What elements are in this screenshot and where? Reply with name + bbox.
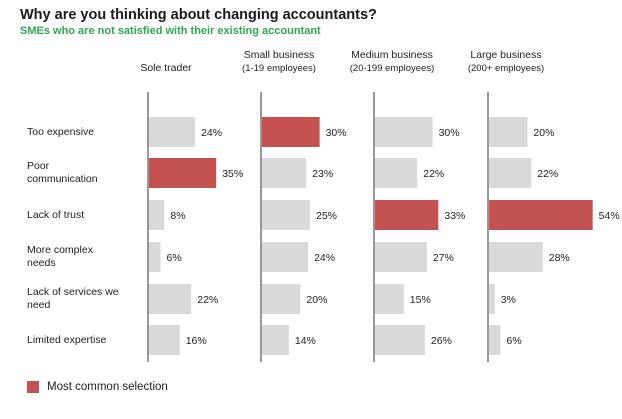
column-header-label: Large business (470, 49, 542, 61)
data-label: 54% (599, 210, 620, 222)
bar (375, 117, 433, 147)
data-label: 16% (186, 335, 207, 347)
row-label: Lack of trust (27, 209, 84, 222)
bar (489, 117, 528, 147)
column-header-sublabel: (1-19 employees) (242, 63, 316, 74)
column-header-label: Sole trader (140, 62, 192, 74)
bar (262, 200, 310, 230)
data-label: 20% (533, 127, 554, 139)
row-label-line: needs (27, 257, 56, 269)
data-label: 27% (433, 252, 454, 264)
bar (149, 325, 180, 355)
legend-label: Most common selection (47, 381, 168, 393)
data-label: 14% (295, 335, 316, 347)
bar (262, 158, 307, 188)
column-header: Large business (200+ employees) (450, 49, 562, 75)
data-label: 25% (316, 210, 337, 222)
bar (489, 325, 501, 355)
chart-title: Why are you thinking about changing acco… (20, 7, 377, 23)
bar (262, 117, 320, 147)
row-label-line: communication (27, 173, 98, 185)
data-label: 23% (312, 168, 333, 180)
data-label: 28% (549, 252, 570, 264)
data-label: 15% (410, 294, 431, 306)
bar (262, 284, 301, 314)
row-label: Poor communication (27, 160, 98, 186)
data-label: 6% (507, 335, 522, 347)
bar (489, 242, 543, 272)
bar (262, 242, 309, 272)
bar (375, 242, 427, 272)
bar (149, 284, 192, 314)
bar (375, 158, 418, 188)
data-label: 22% (423, 168, 444, 180)
column-header-sublabel: (20-199 employees) (349, 63, 435, 74)
row-label-line: need (27, 299, 51, 311)
data-label: 3% (501, 294, 516, 306)
row-label-line: Limited expertise (27, 333, 107, 346)
bar (149, 242, 161, 272)
data-label: 22% (197, 294, 218, 306)
data-label: 26% (431, 335, 452, 347)
column-header-label: Small business (243, 49, 315, 61)
row-label-line: More complex (27, 244, 93, 256)
row-label-line: Too expensive (27, 125, 95, 138)
data-label: 30% (439, 127, 460, 139)
data-label: 8% (170, 210, 185, 222)
legend: Most common selection (27, 381, 168, 393)
data-label: 24% (201, 127, 222, 139)
bar (489, 200, 593, 230)
bar (489, 284, 495, 314)
row-label-line: Poor (27, 160, 50, 172)
bar (375, 284, 404, 314)
row-label: Lack of services we need (27, 286, 119, 312)
column-header-sublabel: (200+ employees) (467, 63, 545, 74)
data-label: 20% (306, 294, 327, 306)
data-label: 30% (326, 127, 347, 139)
bar (375, 200, 439, 230)
data-label: 22% (537, 168, 558, 180)
chart-subtitle: SMEs who are not satisfied with their ex… (20, 25, 321, 37)
column-header-label: Medium business (351, 49, 433, 61)
data-label: 33% (444, 210, 465, 222)
row-label: Too expensive (27, 126, 94, 139)
bar (149, 158, 217, 188)
bar (149, 200, 165, 230)
data-label: 35% (222, 168, 243, 180)
row-label-line: Lack of trust (27, 208, 85, 221)
bar (375, 325, 425, 355)
bar (262, 325, 289, 355)
column-header: Small business (1-19 employees) (223, 49, 335, 75)
data-label: 24% (314, 252, 335, 264)
legend-swatch (27, 381, 39, 393)
row-label: More complex needs (27, 244, 93, 270)
column-header: Sole trader (110, 62, 222, 75)
bar (489, 158, 532, 188)
row-label: Limited expertise (27, 334, 106, 347)
column-header: Medium business (20-199 employees) (336, 49, 448, 75)
bar (149, 117, 196, 147)
data-label: 6% (167, 252, 182, 264)
row-label-line: Lack of services we (27, 286, 119, 298)
